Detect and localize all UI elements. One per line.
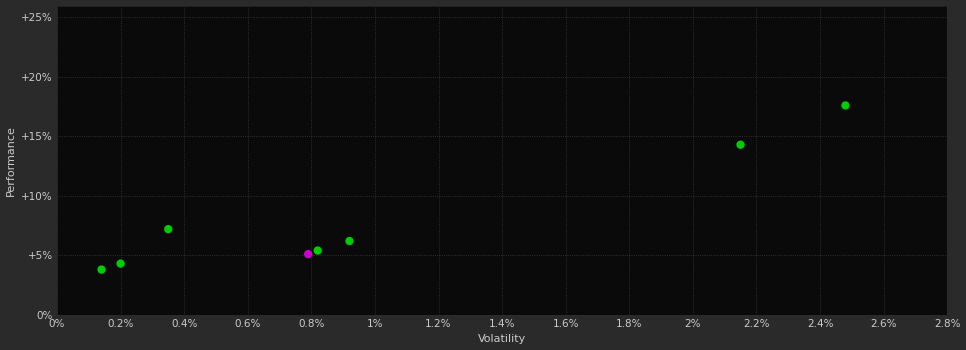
Point [94,267,109,272]
X-axis label: Volatility: Volatility [478,335,526,344]
Point [300,251,316,257]
Point [342,238,357,244]
Point [733,142,749,147]
Point [838,103,853,108]
Point [310,248,326,253]
Point [113,261,128,266]
Point [160,226,176,232]
Y-axis label: Performance: Performance [6,125,15,196]
